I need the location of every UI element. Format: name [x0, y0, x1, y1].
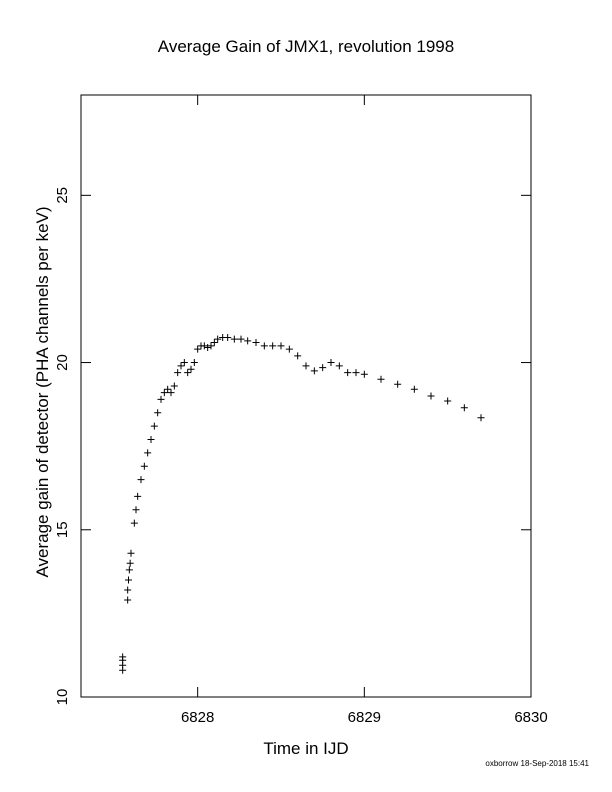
- data-point: [132, 506, 140, 514]
- data-point: [204, 344, 212, 352]
- data-point: [360, 370, 368, 378]
- data-point: [167, 389, 175, 397]
- data-point: [327, 359, 335, 367]
- y-axis-ticks: 10 15 20 25: [54, 187, 531, 705]
- data-point: [125, 566, 133, 574]
- y-tick-label: 15: [54, 521, 71, 538]
- data-point: [214, 335, 222, 343]
- data-point: [210, 338, 218, 346]
- data-point: [154, 409, 162, 417]
- data-point: [125, 576, 132, 584]
- data-point: [200, 342, 208, 350]
- data-point: [140, 462, 148, 470]
- data-point: [310, 367, 318, 375]
- data-point: [184, 369, 192, 377]
- x-axis-label: Time in IJD: [263, 739, 348, 758]
- data-point: [427, 392, 435, 400]
- data-point: [252, 338, 260, 346]
- data-point: [187, 365, 195, 373]
- data-point: [352, 369, 360, 377]
- footer-credit: oxborrow 18-Sep-2018 15:41: [485, 759, 589, 768]
- x-tick-label: 6830: [514, 709, 547, 726]
- data-point: [335, 362, 343, 370]
- data-point: [119, 653, 127, 661]
- data-point: [269, 342, 277, 350]
- data-point: [190, 359, 198, 367]
- data-point: [150, 422, 158, 430]
- data-point: [344, 369, 352, 377]
- data-point: [302, 362, 310, 370]
- data-point: [164, 385, 172, 393]
- data-point: [207, 342, 215, 350]
- data-point: [147, 435, 155, 443]
- y-axis-label: Average gain of detector (PHA channels p…: [33, 206, 52, 577]
- data-point: [124, 596, 132, 604]
- data-point: [160, 389, 168, 397]
- data-point: [237, 335, 245, 343]
- data-point: [130, 519, 138, 527]
- data-point: [230, 335, 238, 343]
- x-tick-label: 6829: [348, 709, 381, 726]
- data-point: [170, 382, 178, 390]
- data-point: [410, 385, 418, 393]
- data-point: [224, 333, 232, 341]
- chart-title: Average Gain of JMX1, revolution 1998: [158, 37, 454, 56]
- data-point: [444, 397, 452, 405]
- data-point: [260, 342, 268, 350]
- y-tick-label: 20: [54, 354, 71, 371]
- data-point: [126, 559, 134, 567]
- data-point: [124, 586, 132, 594]
- data-point: [319, 364, 327, 372]
- data-point: [177, 362, 185, 370]
- data-point: [460, 404, 468, 412]
- data-point: [244, 337, 252, 345]
- data-point: [377, 375, 385, 383]
- data-point: [127, 549, 135, 557]
- plot-frame: [80, 94, 532, 698]
- data-point: [134, 492, 142, 500]
- data-point: [194, 345, 202, 353]
- data-point: [277, 342, 285, 350]
- data-markers: [119, 333, 485, 674]
- x-axis-ticks: 6828 6829 6830: [181, 95, 548, 726]
- data-point: [294, 352, 302, 360]
- data-point: [144, 449, 152, 457]
- data-point: [477, 414, 485, 422]
- data-point: [137, 476, 145, 484]
- data-point: [174, 369, 182, 377]
- y-tick-label: 25: [54, 187, 71, 204]
- data-point: [394, 380, 402, 388]
- y-tick-label: 10: [54, 689, 71, 706]
- data-point: [285, 345, 293, 353]
- data-point: [180, 359, 188, 367]
- data-point: [157, 395, 165, 403]
- x-tick-label: 6828: [181, 709, 214, 726]
